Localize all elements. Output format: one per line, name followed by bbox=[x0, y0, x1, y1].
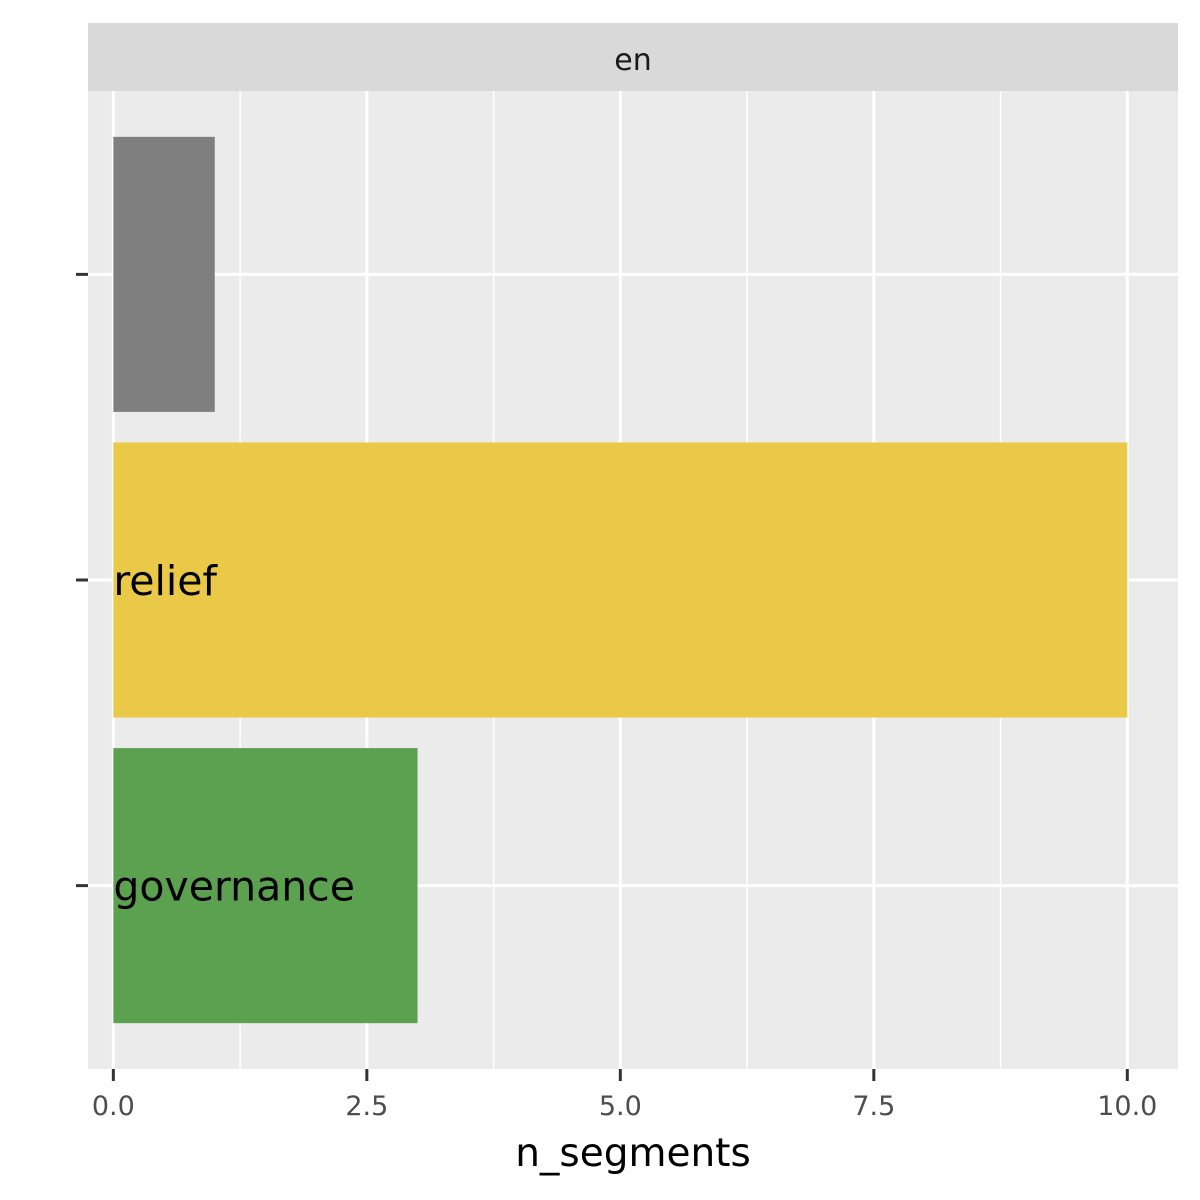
x-tick-label: 2.5 bbox=[345, 1091, 388, 1122]
bar-label: governance bbox=[113, 863, 355, 911]
bar-labels: relief governance bbox=[113, 557, 355, 911]
bars bbox=[113, 136, 1128, 1024]
facet-strip-label: en bbox=[614, 43, 651, 78]
x-tick-label: 10.0 bbox=[1097, 1091, 1157, 1122]
bar bbox=[113, 748, 418, 1024]
x-axis-ticks: 0.0 2.5 5.0 7.5 10.0 bbox=[92, 1069, 1157, 1122]
x-tick-label: 5.0 bbox=[599, 1091, 642, 1122]
bar bbox=[113, 442, 1128, 718]
x-tick-label: 0.0 bbox=[92, 1091, 135, 1122]
y-axis-ticks bbox=[76, 272, 88, 888]
bar-label: relief bbox=[113, 557, 218, 605]
x-tick-label: 7.5 bbox=[852, 1091, 895, 1122]
facet-strip bbox=[88, 23, 1178, 91]
x-axis-title: n_segments bbox=[515, 1131, 751, 1176]
bar bbox=[113, 136, 215, 412]
